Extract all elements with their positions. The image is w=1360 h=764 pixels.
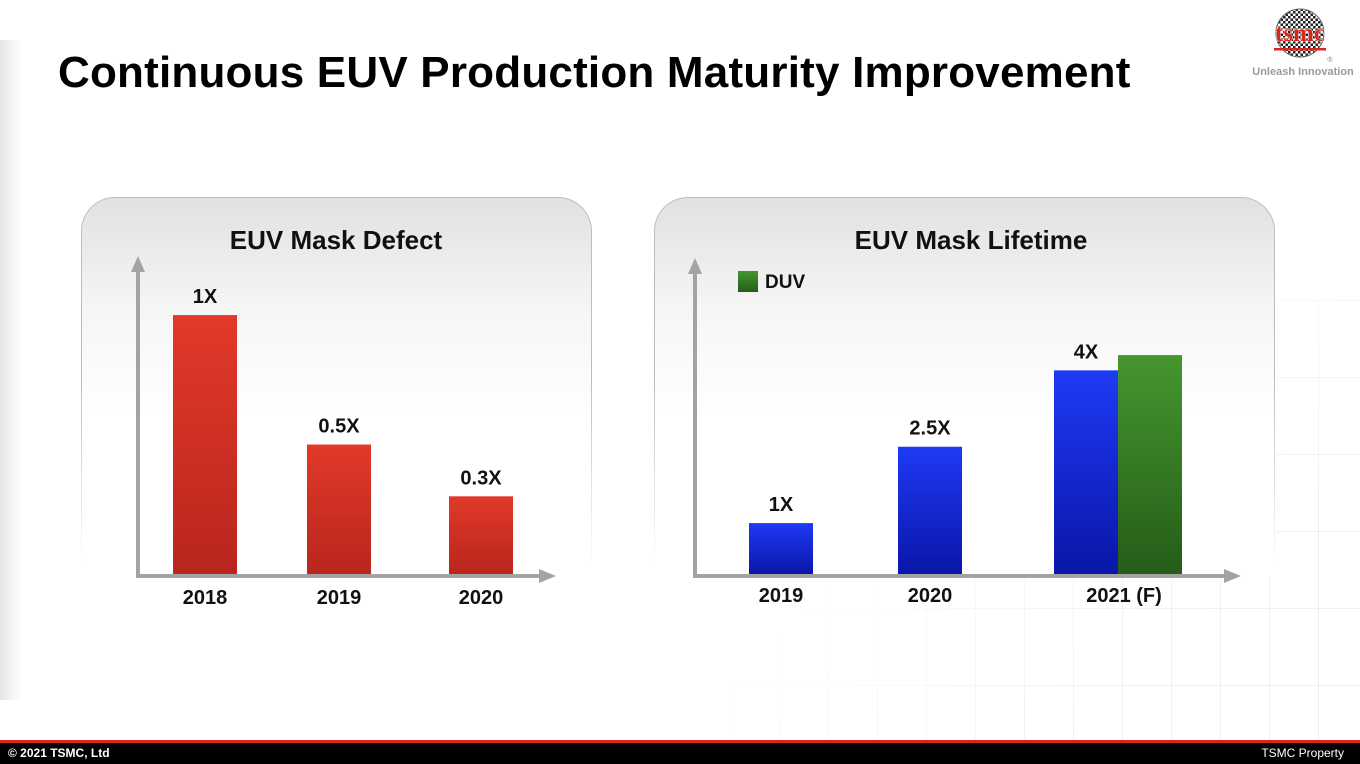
legend-label-duv: DUV	[765, 272, 805, 293]
defect-value-label: 0.3X	[460, 467, 502, 489]
lifetime-x-tick-label: 2021 (F)	[1086, 585, 1162, 607]
defect-bar-2019	[307, 444, 371, 574]
defect-bar-2020	[449, 496, 513, 574]
mask-defect-bars: 1X 2018 0.5X 2019 0.3X 2020	[173, 286, 513, 609]
mask-lifetime-axes	[688, 258, 1241, 583]
property-text: TSMC Property	[1261, 746, 1344, 760]
lifetime-value-label: 1X	[769, 494, 794, 516]
lifetime-bar-2020	[898, 446, 962, 574]
defect-x-tick-label: 2018	[183, 587, 228, 609]
lifetime-value-label: 4X	[1074, 341, 1099, 363]
tsmc-logo-mark: tsmc ®	[1274, 8, 1333, 64]
defect-x-tick-label: 2019	[317, 587, 362, 609]
copyright-text: © 2021 TSMC, Ltd	[8, 746, 110, 760]
lifetime-x-tick-label: 2019	[759, 585, 804, 607]
lifetime-bar-2019	[749, 523, 813, 574]
logo-wordmark: tsmc	[1275, 20, 1325, 47]
defect-bar-2018	[173, 315, 237, 574]
logo-tagline: Unleash Innovation	[1252, 66, 1354, 78]
left-edge-shade	[0, 40, 22, 700]
defect-x-tick-label: 2020	[459, 587, 504, 609]
mask-defect-axes	[131, 256, 556, 583]
mask-defect-chart-title: EUV Mask Defect	[230, 225, 443, 255]
lifetime-bar-2021-F	[1054, 370, 1118, 574]
lifetime-x-tick-label: 2020	[908, 585, 953, 607]
tsmc-logo: tsmc ® Unleash Innovation	[1246, 6, 1360, 86]
legend-swatch-duv	[738, 271, 758, 292]
mask-lifetime-bars: 1X 2019 2.5X 2020 4X 2021 (F)	[749, 341, 1182, 607]
lifetime-bar-duv-2021-F	[1118, 355, 1182, 574]
defect-value-label: 0.5X	[318, 416, 360, 438]
logo-registered-mark: ®	[1327, 56, 1333, 64]
chart-legend: DUV	[738, 271, 805, 293]
footer-bar: © 2021 TSMC, Ltd TSMC Property	[0, 740, 1360, 764]
page-title: Continuous EUV Production Maturity Impro…	[58, 48, 1131, 97]
defect-value-label: 1X	[193, 286, 218, 308]
lifetime-value-label: 2.5X	[909, 418, 951, 440]
mask-lifetime-chart-title: EUV Mask Lifetime	[855, 225, 1088, 255]
